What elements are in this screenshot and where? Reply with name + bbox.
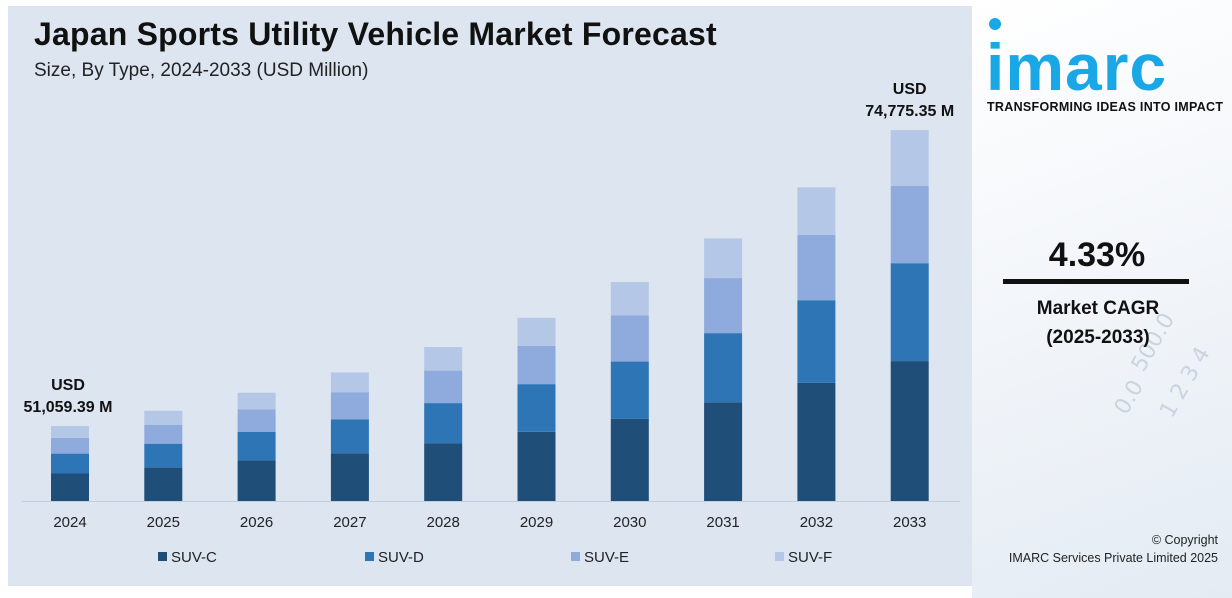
x-tick-label: 2026 bbox=[240, 514, 273, 531]
legend-label: SUV-D bbox=[378, 549, 424, 566]
x-tick-label: 2024 bbox=[53, 514, 86, 531]
bar-suv-f-2033 bbox=[890, 130, 929, 187]
bar-suv-e-2024 bbox=[51, 437, 89, 454]
bar-suv-d-2027 bbox=[330, 419, 369, 454]
bar-suv-e-2031 bbox=[704, 278, 743, 334]
cagr-divider bbox=[1003, 279, 1189, 284]
copyright-line: © Copyright bbox=[1151, 533, 1218, 547]
bar-suv-d-2030 bbox=[610, 361, 649, 419]
total-annotation-value: 51,059.39 M bbox=[24, 399, 113, 416]
legend-swatch-suv-f bbox=[775, 552, 784, 561]
copyright-company: IMARC Services Private Limited 2025 bbox=[1008, 551, 1218, 565]
x-tick-label: 2025 bbox=[147, 514, 180, 531]
bar-suv-c-2031 bbox=[704, 402, 743, 501]
bar-suv-f-2026 bbox=[237, 392, 276, 410]
bar-suv-d-2028 bbox=[424, 403, 463, 444]
bar-suv-e-2026 bbox=[237, 409, 276, 432]
legend-label: SUV-F bbox=[788, 549, 832, 566]
bar-suv-f-2030 bbox=[610, 282, 649, 316]
legend-label: SUV-C bbox=[171, 549, 217, 566]
bar-suv-d-2031 bbox=[704, 333, 743, 403]
bar-suv-f-2028 bbox=[424, 347, 463, 371]
legend-swatch-suv-c bbox=[158, 552, 167, 561]
cagr-period: (2025-2033) bbox=[1046, 327, 1150, 348]
bar-suv-c-2025 bbox=[144, 467, 183, 501]
bar-suv-c-2026 bbox=[237, 460, 276, 501]
bar-suv-c-2027 bbox=[330, 453, 369, 501]
x-tick-label: 2028 bbox=[427, 514, 460, 531]
stacked-bar-chart: 2024 2025 2026 2027 2028 2029 2030 2031 2032 2033… bbox=[22, 81, 960, 566]
total-annotation-label: USD bbox=[893, 81, 927, 98]
bar-suv-f-2025 bbox=[144, 410, 183, 425]
bar-suv-e-2028 bbox=[424, 370, 463, 404]
brand-logo: imarc bbox=[986, 30, 1168, 104]
bar-suv-d-2033 bbox=[890, 263, 929, 362]
bar-suv-f-2032 bbox=[797, 187, 836, 235]
x-tick-label: 2032 bbox=[800, 514, 833, 531]
decorative-number: 1 2 3 4 bbox=[1155, 342, 1216, 423]
bar-suv-d-2024 bbox=[51, 453, 89, 474]
bar-suv-e-2030 bbox=[610, 315, 649, 362]
bar-suv-f-2031 bbox=[704, 238, 743, 279]
legend-swatch-suv-e bbox=[571, 552, 580, 561]
bar-suv-d-2032 bbox=[797, 300, 836, 383]
bar-suv-d-2026 bbox=[237, 432, 276, 461]
x-tick-label: 2031 bbox=[706, 514, 739, 531]
cagr-label: Market CAGR bbox=[1036, 298, 1160, 319]
bar-suv-f-2024 bbox=[51, 426, 89, 438]
bar-suv-e-2032 bbox=[797, 234, 836, 301]
chart-subtitle: Size, By Type, 2024-2033 (USD Million) bbox=[34, 60, 369, 81]
x-tick-label: 2030 bbox=[613, 514, 646, 531]
bar-suv-e-2029 bbox=[517, 345, 556, 385]
bar-suv-e-2033 bbox=[890, 186, 929, 264]
x-tick-label: 2027 bbox=[333, 514, 366, 531]
bar-suv-f-2027 bbox=[330, 372, 369, 393]
total-annotation-label: USD bbox=[51, 377, 85, 394]
decorative-number: 0.0 bbox=[1109, 376, 1150, 419]
x-tick-label: 2029 bbox=[520, 514, 553, 531]
x-tick-label: 2033 bbox=[893, 514, 926, 531]
brand-tagline: TRANSFORMING IDEAS INTO IMPACT bbox=[987, 100, 1224, 114]
chart-title: Japan Sports Utility Vehicle Market Fore… bbox=[34, 16, 717, 52]
bar-suv-c-2024 bbox=[51, 473, 89, 501]
bar-suv-c-2029 bbox=[517, 432, 556, 501]
side-panel: 500.0 0.0 1 2 3 4 imarc TRANSFORMING IDE… bbox=[972, 0, 1232, 598]
cagr-value: 4.33% bbox=[1048, 236, 1146, 274]
bar-suv-c-2028 bbox=[424, 443, 463, 501]
bar-suv-c-2032 bbox=[797, 382, 836, 501]
bar-suv-c-2033 bbox=[890, 361, 929, 501]
bar-suv-d-2025 bbox=[144, 443, 183, 468]
bar-suv-c-2030 bbox=[610, 418, 649, 501]
bar-suv-d-2029 bbox=[517, 384, 556, 432]
bar-suv-e-2025 bbox=[144, 424, 183, 444]
legend-swatch-suv-d bbox=[365, 552, 374, 561]
brand-logo-dot bbox=[989, 18, 1001, 30]
bar-suv-e-2027 bbox=[330, 392, 369, 420]
legend-label: SUV-E bbox=[584, 549, 629, 566]
bar-suv-f-2029 bbox=[517, 317, 556, 346]
total-annotation-value: 74,775.35 M bbox=[865, 103, 954, 120]
